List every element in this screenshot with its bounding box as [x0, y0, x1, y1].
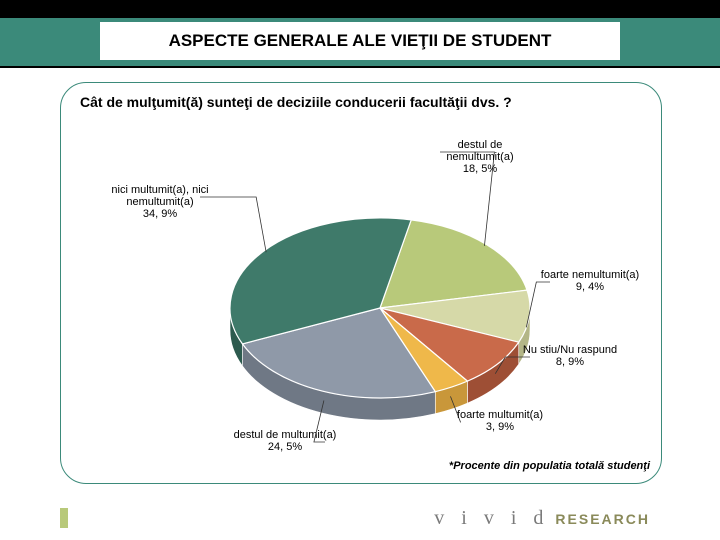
slice-label-destul_multumit: destul de multumit(a)24, 5%: [234, 429, 337, 453]
slide-root: ASPECTE GENERALE ALE VIEŢII DE STUDENT C…: [0, 0, 720, 540]
logo-research-text: RESEARCH: [555, 511, 650, 527]
logo-vivid-text: v i v i d: [434, 507, 549, 530]
title-box: ASPECTE GENERALE ALE VIEŢII DE STUDENT: [100, 22, 620, 60]
slice-label-nustiu: Nu stiu/Nu raspund8, 9%: [523, 344, 617, 368]
footer-logo: v i v i d RESEARCH: [434, 507, 650, 530]
footer-accent-bar: [60, 508, 68, 528]
pie-chart: destul denemultumit(a)18, 5% foarte nemul…: [60, 118, 660, 478]
header-divider: [0, 66, 720, 68]
slice-label-foarte_multumit: foarte multumit(a)3, 9%: [457, 409, 543, 433]
chart-question: Cât de mulţumit(ă) sunteţi de deciziile …: [80, 94, 640, 110]
header-black-strip: [0, 0, 720, 18]
slice-label-nici_nici: nici multumit(a), nicinemultumit(a)34, 9…: [111, 184, 208, 220]
footnote: *Procente din populatia totală studenţi: [449, 460, 650, 472]
slice-label-destul_nemultumit: destul denemultumit(a)18, 5%: [446, 139, 513, 175]
slice-label-foarte_nemultumit: foarte nemultumit(a)9, 4%: [541, 269, 639, 293]
page-title: ASPECTE GENERALE ALE VIEŢII DE STUDENT: [169, 31, 552, 51]
pie-chart-svg: destul denemultumit(a)18, 5% foarte nemul…: [60, 118, 660, 478]
